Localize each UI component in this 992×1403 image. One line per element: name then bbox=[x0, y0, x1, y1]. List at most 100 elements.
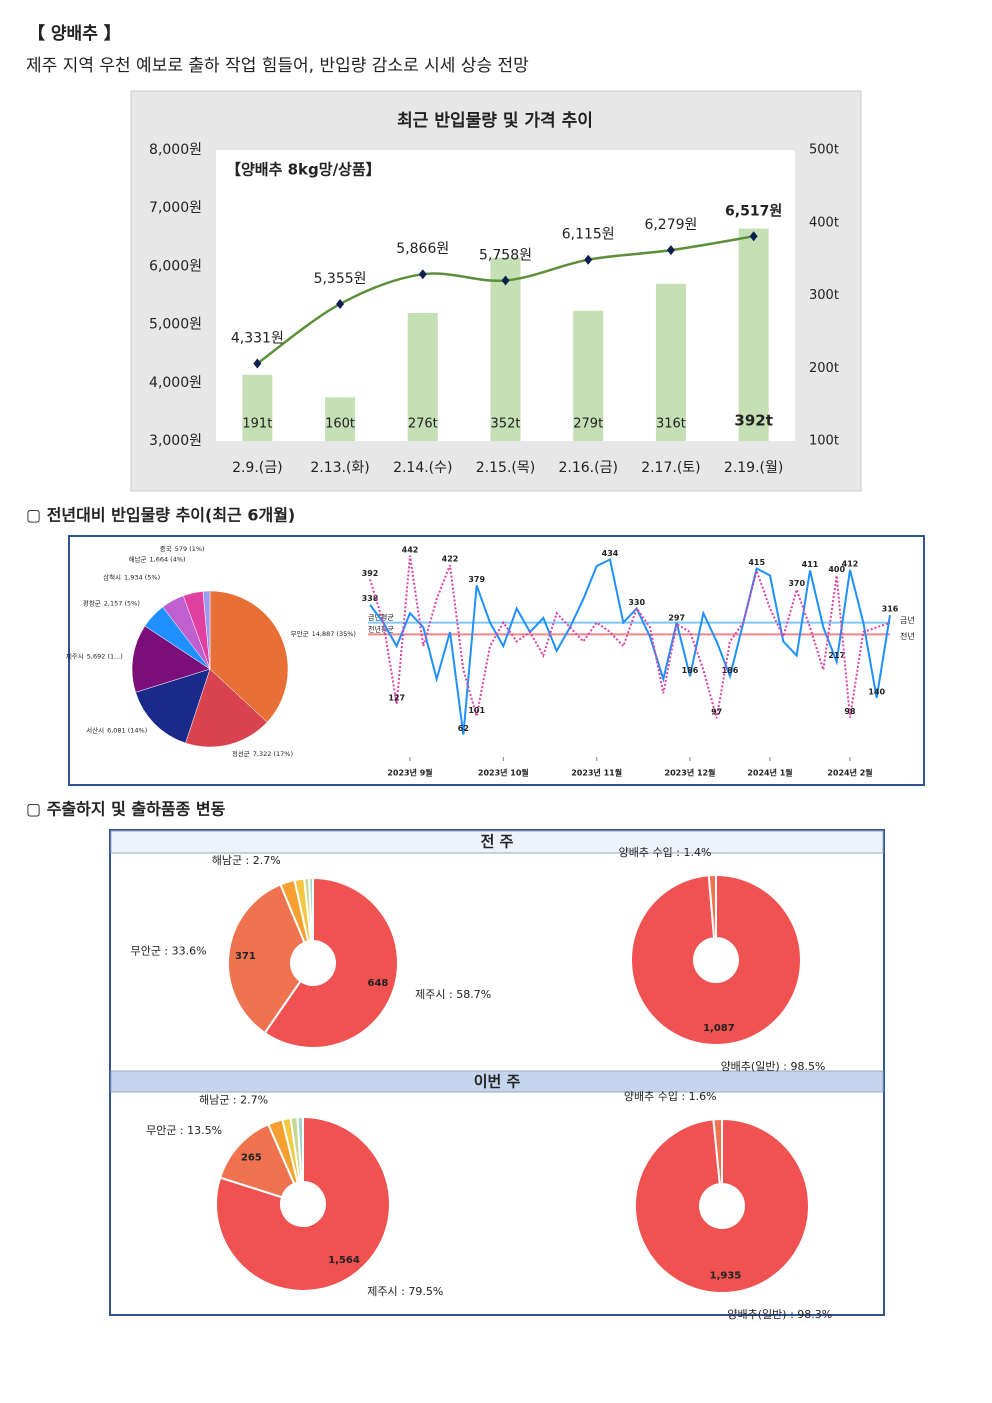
point-label: 217 bbox=[828, 651, 845, 660]
marker bbox=[584, 254, 593, 265]
donut-slice bbox=[630, 873, 802, 1046]
pie-slice bbox=[185, 668, 268, 748]
x-tick-label: 2023년 9월 bbox=[387, 768, 432, 778]
marker bbox=[501, 275, 510, 286]
pie-value: 579 (1%) bbox=[175, 545, 205, 553]
bar bbox=[573, 310, 604, 441]
pie-value: 1,934 (5%) bbox=[124, 574, 160, 582]
point-label: 415 bbox=[748, 558, 765, 567]
pie-category: 무안군 bbox=[291, 629, 309, 638]
point-label: 186 bbox=[722, 666, 739, 675]
donut-slice bbox=[712, 1117, 723, 1186]
donut-value: 265 bbox=[241, 1152, 262, 1163]
point-label: 412 bbox=[842, 559, 859, 568]
pie-slice bbox=[135, 668, 211, 744]
marker bbox=[253, 358, 262, 369]
y-tick-label: 6,000원 bbox=[149, 258, 202, 274]
point-label: 442 bbox=[402, 545, 419, 554]
title: 【 양배추 】 bbox=[28, 23, 121, 44]
pie-value: 14,887 (35%) bbox=[312, 630, 356, 638]
donut-slice bbox=[215, 1115, 391, 1292]
point-label: 330 bbox=[628, 598, 645, 607]
pie-value: 2,157 (5%) bbox=[104, 599, 140, 607]
donut-slice bbox=[308, 876, 314, 943]
panel-title: 전 주 bbox=[481, 833, 514, 851]
x-tick-label: 2.19.(월) bbox=[724, 460, 783, 476]
value-label: 5,758원 bbox=[479, 247, 532, 263]
value-label: 5,866원 bbox=[396, 241, 449, 257]
donut-label: 양배추(일반) : 98.5% bbox=[721, 1059, 826, 1073]
x-tick-label: 2.9.(금) bbox=[232, 460, 283, 476]
section-heading: ▢ 전년대비 반입물량 추이(최근 6개월) bbox=[26, 506, 295, 525]
bar bbox=[407, 312, 438, 441]
marker bbox=[749, 231, 758, 242]
point-label: 297 bbox=[668, 614, 685, 623]
donut-label: 양배추 수입 : 1.6% bbox=[624, 1090, 717, 1103]
bar bbox=[738, 228, 769, 441]
donut-label: 무안군 : 33.6% bbox=[131, 945, 207, 958]
legend-label: 금년 bbox=[900, 615, 915, 625]
series-line bbox=[369, 558, 891, 735]
bar bbox=[655, 283, 686, 441]
x-tick-label: 2.17.(토) bbox=[641, 460, 700, 476]
pie-slice bbox=[209, 590, 289, 723]
donut-value: 1,564 bbox=[328, 1255, 360, 1266]
chart-subtitle: 【양배추 8kg망/상품】 bbox=[226, 161, 381, 179]
pie-label: 무안군 14,887 (35%) bbox=[291, 629, 356, 638]
pie-category: 해남군 bbox=[129, 555, 147, 564]
chart-title: 최근 반입물량 및 가격 추이 bbox=[397, 111, 593, 131]
x-tick-label: 2024년 1월 bbox=[747, 768, 792, 778]
pie-category: 제주시 bbox=[66, 653, 84, 661]
average-label: 금년평균 bbox=[368, 613, 394, 622]
value-label: 5,355원 bbox=[314, 271, 367, 287]
point-label: 62 bbox=[458, 724, 469, 733]
pie-category: 평창군 bbox=[83, 598, 101, 607]
pie-category: 서산시 bbox=[86, 726, 104, 735]
pie-label: 삼척시 1,934 (5%) bbox=[103, 573, 160, 582]
pie-label: 제주시 5,692 (1...) bbox=[66, 653, 123, 661]
donut-slice bbox=[227, 883, 306, 1035]
y-tick-label: 7,000원 bbox=[149, 200, 202, 216]
x-tick-label: 2024년 2월 bbox=[827, 768, 872, 778]
bar-label: 352t bbox=[491, 417, 521, 432]
point-label: 379 bbox=[468, 575, 485, 584]
pie-label: 평창군 2,157 (5%) bbox=[83, 598, 140, 607]
marker bbox=[666, 245, 675, 256]
point-label: 127 bbox=[388, 694, 405, 703]
bar-label: 279t bbox=[573, 417, 603, 432]
bar bbox=[325, 397, 356, 441]
value-label: 4,331원 bbox=[231, 331, 284, 347]
donut-label: 제주시 : 79.5% bbox=[367, 1285, 443, 1298]
donut-value: 371 bbox=[235, 951, 256, 962]
donut-label: 해남군 : 2.7% bbox=[199, 1093, 268, 1107]
pie-value: 1,664 (4%) bbox=[150, 556, 186, 564]
y2-tick-label: 400t bbox=[809, 215, 839, 230]
pie-slice bbox=[202, 590, 211, 670]
x-tick-label: 2023년 10월 bbox=[478, 768, 529, 778]
point-label: 434 bbox=[602, 549, 619, 558]
marker bbox=[336, 298, 345, 309]
y2-tick-label: 500t bbox=[809, 143, 839, 158]
y2-tick-label: 300t bbox=[809, 288, 839, 303]
donut-label: 제주시 : 58.7% bbox=[415, 988, 491, 1001]
donut-value: 648 bbox=[367, 978, 388, 989]
average-label: 전년평균 bbox=[368, 624, 394, 633]
x-tick-label: 2023년 11월 bbox=[571, 768, 622, 778]
value-label: 6,115원 bbox=[562, 227, 615, 243]
donut-value: 1,935 bbox=[710, 1271, 742, 1282]
pie-label: 정선군 7,322 (17%) bbox=[232, 749, 293, 758]
pie-label: 서산시 6,081 (14%) bbox=[86, 726, 147, 735]
bar-label: 276t bbox=[408, 417, 438, 432]
y2-tick-label: 200t bbox=[809, 361, 839, 376]
y-tick-label: 5,000원 bbox=[149, 317, 202, 333]
donut-slice bbox=[634, 1117, 811, 1294]
bar bbox=[242, 374, 273, 441]
value-label: 6,279원 bbox=[644, 217, 697, 233]
bar-label: 392t bbox=[734, 412, 772, 430]
pie-category: 정선군 bbox=[232, 749, 250, 758]
panel-header bbox=[110, 830, 884, 854]
point-label: 101 bbox=[468, 706, 485, 715]
point-label: 400 bbox=[828, 565, 845, 574]
point-label: 186 bbox=[682, 666, 699, 675]
y2-tick-label: 100t bbox=[809, 434, 839, 449]
